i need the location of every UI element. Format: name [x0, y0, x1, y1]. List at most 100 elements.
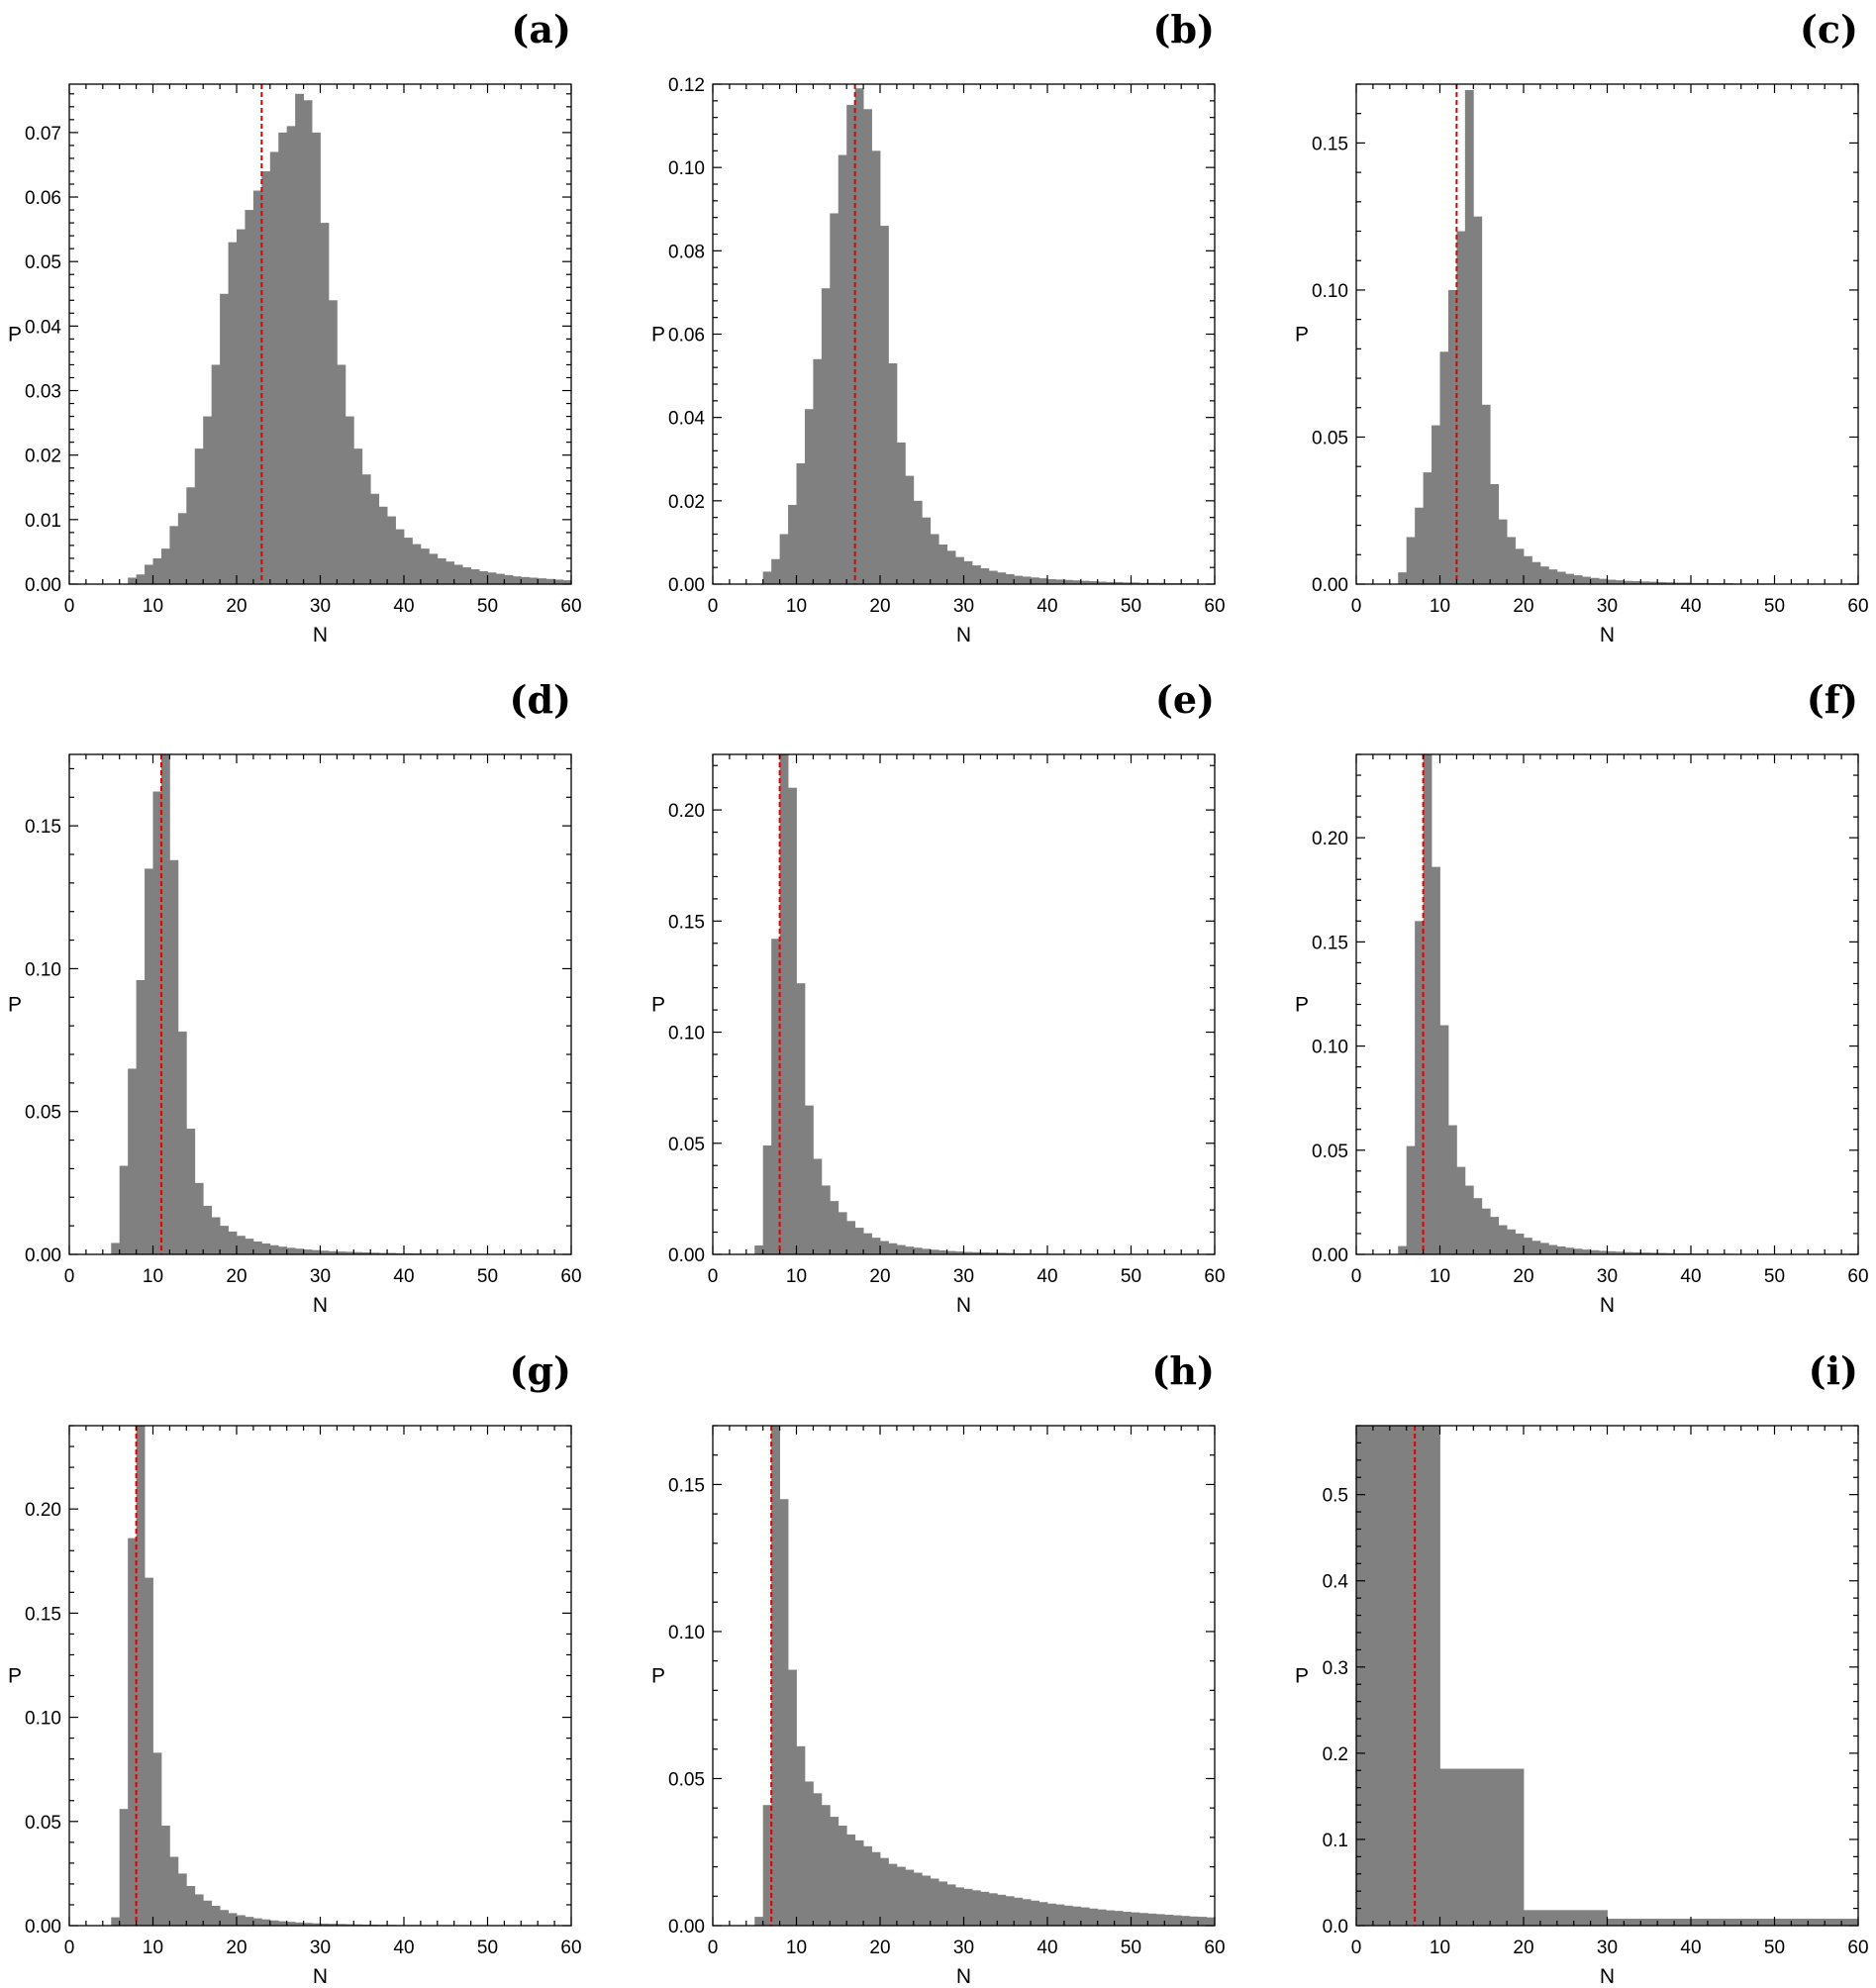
- y-axis-label: P: [8, 1665, 22, 1688]
- histogram-bar: [1607, 579, 1617, 584]
- histogram-bar: [1439, 1025, 1449, 1254]
- histogram-bar: [545, 578, 555, 584]
- histogram-bar: [169, 859, 179, 1254]
- x-tick-label: 60: [560, 1266, 581, 1287]
- histogram-bar: [905, 1869, 915, 1926]
- histogram-bar: [771, 1426, 780, 1926]
- histogram-bar: [387, 1252, 396, 1254]
- y-tick-label: 0.06: [25, 188, 61, 209]
- histogram-bar: [328, 300, 338, 584]
- histogram-bar: [1138, 1913, 1148, 1926]
- y-tick-label: 0.00: [25, 1245, 61, 1266]
- x-tick-label: 50: [1764, 1938, 1785, 1958]
- histogram-bar: [278, 1246, 288, 1254]
- histogram-bar: [1515, 548, 1525, 584]
- histogram-bar: [378, 506, 388, 584]
- x-tick-label: 20: [1513, 596, 1533, 617]
- histogram-bar: [1464, 89, 1474, 584]
- histogram-bar: [286, 126, 296, 584]
- histogram-bar: [269, 1920, 279, 1926]
- x-tick-label: 60: [1847, 596, 1868, 617]
- y-axis-label: P: [1295, 324, 1309, 347]
- panel-label: (g): [509, 1348, 571, 1393]
- x-tick-label: 30: [953, 1266, 974, 1287]
- histogram-bar: [813, 1158, 823, 1254]
- histogram-bar: [913, 500, 923, 584]
- y-tick-label: 0.00: [1312, 1245, 1348, 1266]
- x-axis-label: N: [956, 1294, 971, 1317]
- histogram-panel: (c) 0 10 20 30 40 50 60 0.00 0.05 0.10 0.15 N P: [1295, 7, 1869, 646]
- histogram-bar: [1063, 579, 1073, 584]
- y-tick-label: 0.5: [1323, 1486, 1348, 1507]
- histogram-bar: [1590, 577, 1600, 584]
- histogram-bar: [871, 150, 881, 584]
- y-tick-label: 0.04: [25, 317, 61, 338]
- histogram-bar: [1774, 1919, 1859, 1926]
- histogram-bar: [1080, 580, 1090, 584]
- histogram-bar: [128, 1068, 137, 1254]
- x-axis-label: N: [313, 1965, 328, 1988]
- histogram-bar: [479, 570, 488, 584]
- histogram-bar: [913, 1247, 923, 1254]
- histogram-bar: [303, 1249, 313, 1254]
- histogram-bar: [303, 1923, 313, 1926]
- histogram-panel: (e) 0 10 20 30 40 50 60 0.00 0.05 0.10 0.15 0.20 N P: [651, 677, 1226, 1317]
- histogram-bar: [177, 1873, 187, 1926]
- histogram-bar: [1031, 577, 1039, 584]
- histogram-bar: [779, 1499, 789, 1926]
- histogram-bar: [1131, 1912, 1140, 1926]
- histogram-bar: [269, 1244, 279, 1254]
- histogram-bar: [838, 1212, 847, 1254]
- histogram-bar: [220, 293, 229, 584]
- histogram-bar: [128, 577, 137, 584]
- histogram-bar: [328, 1250, 338, 1254]
- y-tick-label: 0.02: [25, 447, 61, 467]
- histogram-bar: [1582, 1249, 1591, 1254]
- histogram-bar: [1590, 1249, 1600, 1254]
- histogram-bar: [562, 580, 572, 584]
- y-tick-label: 0.01: [25, 511, 61, 532]
- histogram-bar: [813, 358, 823, 584]
- histogram-bar: [1631, 1251, 1641, 1254]
- histogram-bar: [955, 1251, 964, 1254]
- y-axis-label: P: [651, 1665, 665, 1688]
- histogram-bar: [145, 564, 153, 584]
- histogram-bar: [1490, 484, 1500, 584]
- x-tick-label: 0: [64, 596, 75, 617]
- x-tick-label: 30: [1597, 1938, 1618, 1958]
- x-tick-label: 40: [1680, 1266, 1701, 1287]
- x-tick-label: 20: [1513, 1266, 1533, 1287]
- x-axis-label: N: [313, 624, 328, 646]
- histogram-bar: [854, 88, 864, 585]
- x-tick-label: 20: [226, 1266, 247, 1287]
- panel-label: (b): [1152, 7, 1215, 51]
- histogram-bar: [136, 1426, 146, 1926]
- x-tick-label: 50: [477, 1938, 498, 1958]
- x-tick-label: 20: [869, 596, 890, 617]
- histogram-bar: [888, 362, 898, 584]
- histogram-bar: [896, 1244, 906, 1254]
- histogram-bar: [1206, 1917, 1216, 1926]
- histogram-bar: [1648, 1252, 1658, 1254]
- histogram-bar: [529, 577, 539, 584]
- panel-label: (a): [511, 7, 571, 51]
- x-tick-label: 30: [953, 596, 974, 617]
- histogram-bar: [1607, 1919, 1692, 1926]
- histogram-bar: [955, 556, 964, 584]
- histogram-bar: [754, 1245, 764, 1254]
- histogram-bar: [1481, 1208, 1491, 1254]
- y-tick-label: 0.00: [668, 1245, 705, 1266]
- x-tick-label: 30: [310, 1266, 331, 1287]
- histogram-bar: [1615, 580, 1625, 584]
- histogram-bar: [337, 1924, 346, 1926]
- x-tick-label: 60: [1204, 596, 1225, 617]
- histogram-bar: [1005, 1896, 1015, 1926]
- histogram-bar: [1456, 1166, 1466, 1255]
- histogram-bar: [261, 1919, 271, 1926]
- y-tick-label: 0.10: [1312, 281, 1348, 302]
- y-tick-label: 0.15: [668, 912, 705, 933]
- panel-label: (i): [1809, 1348, 1858, 1393]
- histogram-bar: [1164, 1915, 1174, 1926]
- histogram-bar: [788, 1669, 797, 1926]
- histogram-bar: [1055, 579, 1065, 584]
